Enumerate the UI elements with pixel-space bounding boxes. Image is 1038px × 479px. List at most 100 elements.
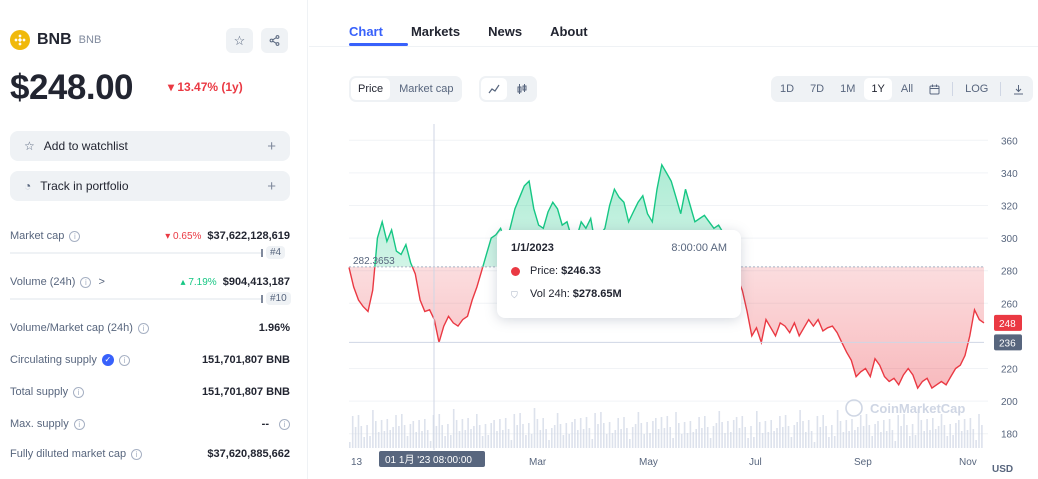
tooltip-volume-row: ⛉ Vol 24h: $278.65M — [511, 288, 727, 300]
range-7d[interactable]: 7D — [810, 83, 825, 95]
coin-header: BNB BNB — [10, 30, 101, 50]
volume-bar — [888, 419, 891, 448]
volume-bar — [464, 430, 467, 448]
market-cap-value: $37,622,128,619 — [207, 230, 290, 242]
volume-bar — [770, 420, 772, 448]
volume-bar — [657, 429, 660, 448]
volume-bar — [349, 442, 351, 448]
volume-bar — [732, 420, 735, 448]
volume-bar — [937, 426, 940, 448]
info-icon[interactable]: i — [118, 354, 130, 366]
info-icon[interactable]: i — [279, 418, 290, 430]
volume-bar — [715, 423, 718, 448]
volume-bar — [652, 421, 654, 448]
volume-bar — [565, 423, 568, 448]
market-cap-button[interactable]: Market cap — [399, 83, 454, 95]
volume-bar — [857, 427, 859, 448]
add-to-watchlist-button[interactable]: ☆ Add to watchlist + — [10, 131, 290, 161]
market-cap-rank: #4 — [266, 246, 286, 259]
info-icon[interactable]: i — [73, 386, 85, 398]
chart-panel: Chart Markets News About Price Market ca… — [309, 0, 1038, 479]
log-scale-button[interactable]: LOG — [965, 83, 989, 95]
line-chart-button[interactable] — [481, 78, 507, 100]
volume-bar — [646, 422, 648, 448]
volume-bar — [614, 430, 617, 448]
tab-about[interactable]: About — [550, 24, 588, 39]
volume-bar — [718, 411, 721, 448]
calendar-button[interactable] — [922, 78, 947, 100]
volume-bar — [415, 432, 417, 448]
volume-bar — [516, 425, 518, 448]
volume-bar — [360, 426, 363, 448]
volume-bar — [403, 425, 406, 448]
volume-bar — [643, 434, 645, 448]
volume-bar — [579, 418, 582, 448]
x-tick-label: Mar — [529, 457, 547, 468]
chevron-right-icon[interactable]: > — [98, 276, 105, 288]
range-1m[interactable]: 1M — [840, 83, 856, 95]
volume-bar — [502, 430, 504, 448]
volume-bar — [571, 422, 573, 448]
volume-bar — [906, 425, 908, 448]
stat-label: Volume (24h) — [10, 276, 76, 288]
x-tick-label: Nov — [959, 457, 977, 468]
volume-bar — [363, 437, 365, 448]
tab-markets[interactable]: Markets — [410, 24, 461, 39]
volume-bar — [640, 423, 643, 448]
volume-bar — [963, 419, 966, 448]
volume-bar — [438, 414, 441, 448]
volume-bar — [528, 423, 530, 448]
range-1d[interactable]: 1D — [780, 83, 795, 95]
star-icon: ☆ — [233, 32, 246, 48]
pie-chart-icon: ◔ — [24, 179, 32, 193]
candlestick-button[interactable] — [509, 78, 535, 100]
info-icon[interactable]: i — [80, 276, 92, 288]
volume-bar — [617, 418, 619, 448]
price-button[interactable]: Price — [351, 78, 391, 100]
toolbar-divider — [952, 82, 954, 96]
share-button[interactable] — [261, 28, 288, 53]
volume-bar — [940, 414, 943, 448]
info-icon[interactable]: i — [69, 230, 81, 242]
range-all[interactable]: All — [900, 83, 914, 95]
volume-bar — [666, 416, 669, 448]
volume-bar — [981, 425, 983, 448]
volume-bar — [386, 419, 389, 448]
volume-bar — [470, 429, 472, 448]
download-button[interactable] — [1006, 78, 1031, 100]
volume-market-cap-value: 1.96% — [258, 322, 290, 334]
volume-bar — [750, 426, 752, 448]
volume-bar — [450, 435, 452, 448]
volume-bar — [779, 416, 781, 448]
star-button[interactable]: ☆ — [226, 28, 253, 53]
current-line-tag — [994, 334, 1022, 351]
volume-bar — [585, 417, 588, 448]
volume-bar — [556, 413, 559, 448]
volume-bar — [608, 422, 611, 448]
info-icon[interactable]: i — [137, 322, 149, 334]
stat-label: Fully diluted market cap — [10, 448, 127, 460]
volume-bar — [969, 418, 972, 448]
tab-chart[interactable]: Chart — [349, 24, 383, 39]
info-icon[interactable]: i — [131, 448, 143, 460]
track-portfolio-button[interactable]: ◔ Track in portfolio + — [10, 171, 290, 201]
volume-bar — [865, 414, 868, 448]
range-1y[interactable]: 1Y — [864, 78, 892, 100]
volume-bar — [868, 425, 871, 448]
x-tick-label: 13 — [351, 457, 363, 468]
x-axis: 13 Mar May Jul Sep Nov USD — [351, 457, 1013, 475]
chart-tooltip: 1/1/2023 8:00:00 AM Price: $246.33 ⛉ Vol 2… — [497, 230, 741, 318]
volume-bar — [966, 430, 969, 448]
volume-bar — [796, 422, 798, 448]
market-cap-rank-bar — [10, 249, 263, 257]
volume-bar — [672, 438, 674, 448]
volume-bar — [787, 426, 790, 448]
volume-bar — [631, 427, 634, 448]
watermark-text: CoinMarketCap — [870, 401, 965, 416]
volume-bar — [900, 426, 902, 448]
y-tick-label: 280 — [1001, 267, 1018, 278]
info-icon[interactable]: i — [73, 418, 85, 430]
volume-bar — [920, 420, 923, 448]
tab-news[interactable]: News — [488, 24, 523, 39]
price-mode-toggle: Price Market cap — [349, 76, 463, 102]
